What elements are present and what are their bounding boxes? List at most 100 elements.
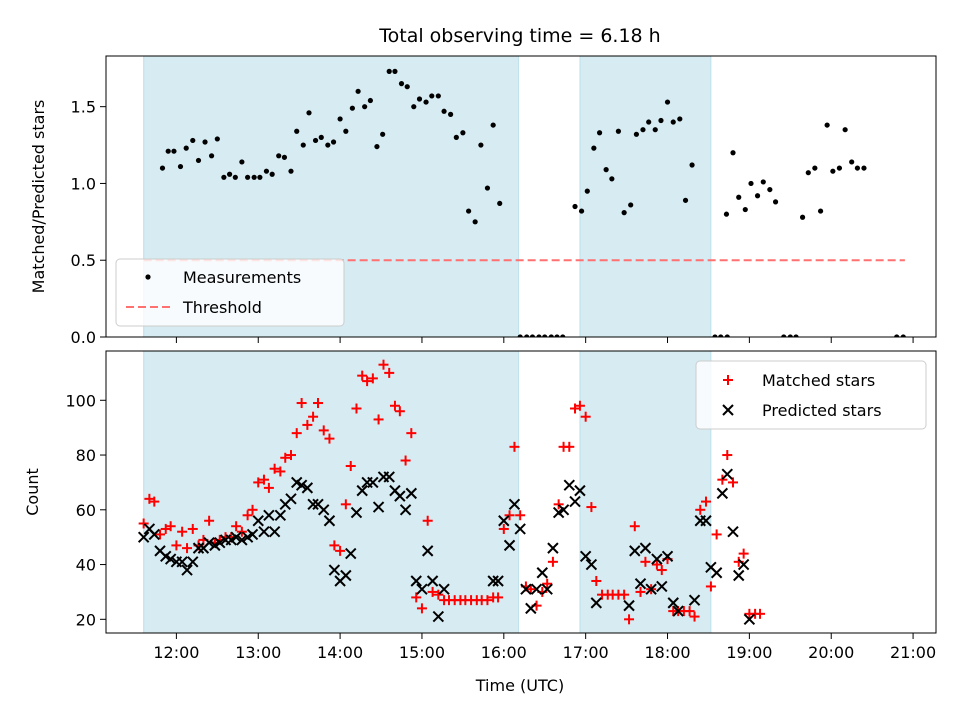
data-point	[664, 99, 671, 105]
data-point	[492, 575, 504, 587]
data-point	[591, 575, 602, 586]
data-point	[586, 502, 597, 513]
data-point	[171, 148, 177, 154]
data-point	[689, 611, 700, 622]
data-point	[214, 536, 226, 549]
data-point	[404, 84, 410, 90]
data-point	[181, 564, 193, 576]
data-point	[294, 128, 300, 134]
data-point	[148, 528, 161, 541]
data-point	[406, 428, 417, 439]
data-point	[435, 93, 441, 99]
legend-label: Predicted stars	[762, 401, 882, 420]
data-point	[799, 214, 806, 220]
data-point	[504, 510, 515, 521]
data-point	[400, 455, 411, 466]
data-point	[596, 130, 603, 136]
data-point	[836, 165, 843, 171]
y-tick-label: 80	[76, 446, 96, 465]
data-point	[767, 186, 773, 193]
data-point	[138, 518, 149, 529]
data-point	[536, 567, 548, 579]
data-point	[656, 565, 667, 576]
data-point	[672, 605, 684, 617]
data-point	[524, 334, 530, 337]
data-point	[276, 153, 282, 159]
data-point	[214, 136, 220, 142]
data-point	[781, 334, 787, 337]
data-point	[635, 586, 646, 597]
data-point	[629, 521, 640, 532]
data-point	[247, 504, 258, 515]
data-point	[487, 575, 499, 587]
data-point	[398, 81, 405, 87]
data-point	[281, 154, 288, 160]
data-point	[204, 515, 215, 526]
data-point	[619, 589, 630, 600]
data-point	[472, 219, 478, 225]
data-point	[345, 460, 356, 471]
legend-label: Matched stars	[762, 371, 875, 390]
observing-window-2	[579, 56, 712, 337]
y-tick-label: 0.5	[71, 251, 96, 270]
x-axis-label: Time (UTC)	[475, 676, 564, 695]
data-point	[374, 143, 380, 150]
data-point	[302, 419, 313, 430]
y-tick-label: 1.0	[71, 174, 96, 193]
data-point	[258, 474, 269, 485]
data-point	[509, 441, 520, 452]
data-point	[830, 168, 836, 174]
data-point	[695, 504, 706, 515]
data-point	[736, 194, 742, 200]
data-point	[737, 558, 750, 571]
data-point	[723, 211, 730, 217]
data-point	[688, 594, 701, 606]
data-point	[460, 130, 466, 136]
data-point	[842, 127, 848, 133]
data-point	[557, 504, 570, 516]
data-point	[658, 117, 664, 124]
data-point	[574, 400, 585, 411]
data-point	[433, 589, 444, 600]
x-tick-label: 13:00	[235, 643, 281, 662]
data-point	[603, 167, 609, 173]
data-point	[529, 334, 536, 337]
y-tick-label: 0.0	[71, 328, 96, 347]
data-point	[337, 116, 343, 122]
data-point	[155, 529, 166, 540]
data-point	[378, 359, 389, 370]
data-point	[427, 586, 438, 597]
data-point	[684, 606, 695, 617]
data-point	[584, 188, 590, 194]
data-point	[646, 119, 652, 125]
data-point	[572, 203, 578, 210]
y-tick-label: 60	[76, 501, 96, 520]
data-point	[318, 134, 324, 140]
data-point	[159, 165, 166, 171]
data-point	[202, 139, 208, 145]
data-point	[755, 608, 766, 619]
x-tick-label: 20:00	[808, 643, 854, 662]
data-point	[296, 398, 307, 409]
data-point	[318, 504, 330, 516]
observing-window-2	[579, 351, 712, 633]
data-point	[554, 334, 560, 337]
data-point	[301, 482, 314, 494]
data-point	[350, 506, 363, 519]
data-point	[705, 581, 716, 592]
data-point	[894, 334, 900, 337]
data-point	[453, 134, 459, 140]
data-point	[727, 525, 739, 538]
data-point	[553, 499, 564, 510]
data-point	[149, 496, 160, 507]
data-point	[384, 367, 395, 378]
data-point	[349, 105, 355, 111]
top-panel: 0.0 0.5 1.0 1.5 Matched/Predicted stars Measu…	[29, 55, 937, 347]
data-point	[793, 334, 799, 337]
data-point	[308, 411, 319, 422]
data-point	[730, 150, 736, 156]
data-point	[728, 477, 739, 488]
data-point	[307, 498, 319, 511]
data-point	[208, 153, 215, 159]
